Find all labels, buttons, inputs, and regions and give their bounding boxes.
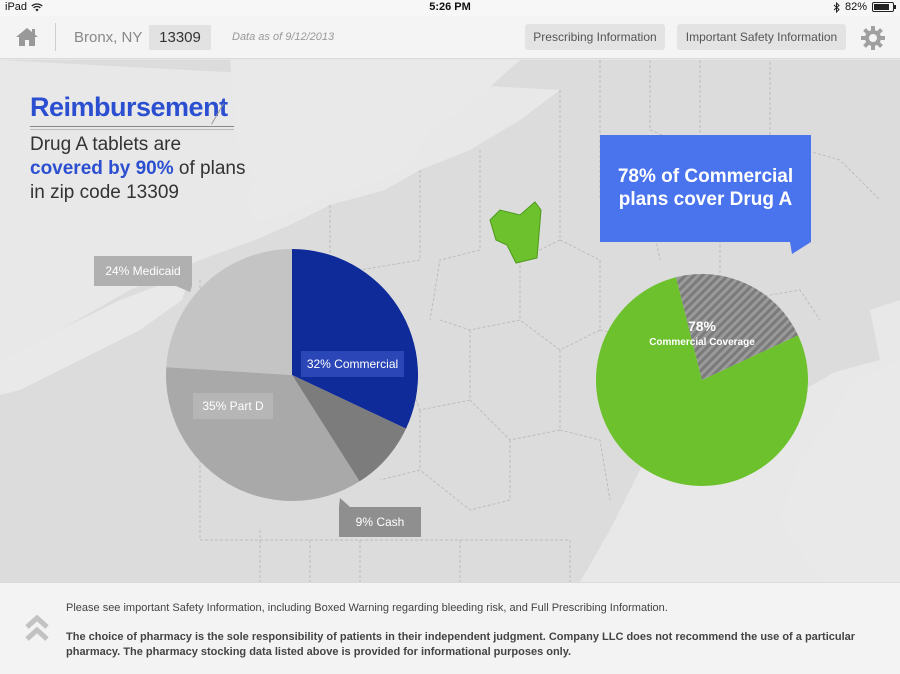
pie-slice-not-covered <box>675 274 799 380</box>
commercial-coverage-pie-chart <box>596 274 809 486</box>
medicaid-label-pointer <box>176 286 192 292</box>
location-label: Bronx, NY <box>74 29 143 46</box>
summary-line-3: in zip code 13309 <box>30 182 179 203</box>
pie-slice-medicaid <box>166 249 292 375</box>
status-right: 82% <box>833 1 896 13</box>
title-underline-secondary <box>30 129 234 130</box>
header-divider <box>55 23 56 51</box>
payer-mix-pie-chart <box>166 249 418 502</box>
page-title: Reimbursement <box>30 92 228 122</box>
battery-icon <box>872 2 896 12</box>
coverage-pie-label: 78% Commercial Coverage <box>640 318 764 348</box>
medicaid-slice-label: 24% Medicaid <box>94 256 192 286</box>
part-d-slice-label: 35% Part D <box>193 393 273 419</box>
bluetooth-icon <box>833 1 840 13</box>
callout-pointer <box>790 242 811 254</box>
prescribing-information-button[interactable]: Prescribing Information <box>525 24 665 50</box>
battery-percent: 82% <box>844 1 867 13</box>
title-underline <box>30 126 234 127</box>
zip-code-input[interactable] <box>149 25 211 50</box>
app-header: Bronx, NY Data as of 9/12/2013 Prescribi… <box>0 16 900 59</box>
coverage-callout: 78% of Commercial plans cover Drug A <box>600 135 811 242</box>
pie-slice-cash <box>292 375 407 482</box>
footer: Please see important Safety Information,… <box>0 582 900 674</box>
coverage-summary: Drug A tablets are covered by 90% of pla… <box>30 133 270 205</box>
pie-slice-commercial-covered <box>596 277 809 486</box>
coverage-percent: 78% <box>687 318 717 334</box>
gear-icon[interactable] <box>860 25 886 51</box>
cash-slice-label: 9% Cash <box>339 507 421 537</box>
pie-slice-commercial <box>292 249 418 429</box>
cash-label-pointer <box>339 498 350 507</box>
summary-line-1: Drug A tablets are <box>30 134 182 155</box>
expand-up-icon[interactable] <box>24 613 50 643</box>
device-name: iPad <box>5 1 28 13</box>
pharmacy-disclaimer: The choice of pharmacy is the sole respo… <box>66 631 856 658</box>
status-bar: iPad 5:26 PM 82% <box>0 0 900 16</box>
coverage-caption: Commercial Coverage <box>649 337 755 348</box>
commercial-slice-label: 32% Commercial <box>301 351 404 377</box>
safety-information-notice: Please see important Safety Information,… <box>66 602 668 614</box>
coverage-highlight: covered by 90% <box>30 158 174 179</box>
data-as-of-label: Data as of 9/12/2013 <box>232 31 335 43</box>
wifi-icon <box>31 2 43 11</box>
status-left: iPad <box>5 1 43 13</box>
clock: 5:26 PM <box>429 1 471 13</box>
summary-line-2: of plans <box>173 158 246 179</box>
home-icon[interactable] <box>14 25 40 49</box>
battery-fill <box>874 4 889 10</box>
important-safety-information-button[interactable]: Important Safety Information <box>677 24 846 50</box>
